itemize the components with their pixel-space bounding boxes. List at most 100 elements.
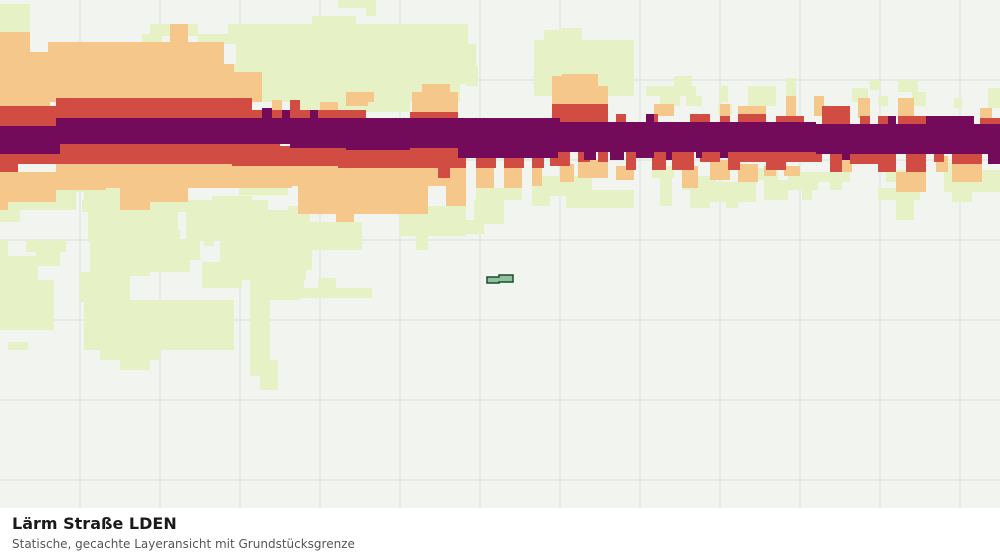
- noise-cell-medium: [814, 96, 824, 116]
- noise-cell-low: [898, 80, 918, 92]
- noise-cell-high: [672, 150, 694, 170]
- noise-cell-low: [8, 256, 38, 280]
- noise-cell-medium: [654, 104, 674, 116]
- noise-cell-high: [290, 100, 300, 112]
- noise-cell-low: [878, 96, 888, 106]
- noise-cell-low: [544, 30, 564, 42]
- noise-cell-very-high: [282, 110, 290, 122]
- noise-cell-low: [954, 98, 962, 108]
- noise-cell-medium: [56, 160, 106, 190]
- noise-cell-low: [764, 180, 788, 200]
- noise-map-canvas[interactable]: [0, 0, 1000, 508]
- noise-cell-low: [338, 0, 376, 8]
- map-caption: Lärm Straße LDEN Statische, gecachte Lay…: [0, 508, 1000, 560]
- noise-cell-low: [566, 190, 634, 208]
- noise-cell-medium: [504, 168, 522, 188]
- noise-cell-low: [690, 188, 710, 208]
- parcel-polygon[interactable]: [486, 274, 514, 284]
- layer-subtitle: Statische, gecachte Layeransicht mit Gru…: [12, 537, 355, 551]
- noise-cell-low: [158, 250, 190, 272]
- noise-cell-high: [0, 152, 18, 172]
- noise-cell-low: [0, 4, 30, 34]
- noise-cell-low: [896, 200, 914, 220]
- noise-cell-high: [626, 150, 636, 170]
- noise-cell-low: [288, 288, 372, 298]
- noise-cell-low: [786, 78, 796, 98]
- noise-cell-low: [150, 24, 170, 36]
- noise-cell-low: [212, 196, 252, 206]
- noise-cell-medium: [412, 92, 458, 112]
- noise-cell-high: [878, 150, 896, 172]
- noise-cell-low: [466, 66, 478, 86]
- noise-cell-low: [80, 272, 130, 302]
- noise-cell-low: [0, 280, 54, 330]
- noise-cell-very-high: [926, 116, 966, 128]
- noise-cell-medium: [48, 42, 224, 102]
- noise-cell-medium: [896, 172, 926, 192]
- noise-cell-low: [562, 28, 582, 40]
- noise-cell-very-high: [696, 150, 702, 158]
- noise-cell-very-high: [610, 150, 624, 160]
- noise-cell-high: [898, 116, 926, 126]
- noise-cell-medium: [234, 72, 262, 102]
- noise-cell-medium: [738, 106, 766, 116]
- noise-cell-very-high: [466, 148, 476, 156]
- noise-cell-medium: [150, 188, 188, 202]
- noise-cell-low: [818, 172, 850, 182]
- noise-cell-medium: [30, 52, 50, 112]
- noise-cell-low: [416, 230, 428, 250]
- noise-cell-high: [338, 146, 466, 168]
- parcel-boundary[interactable]: [486, 274, 514, 284]
- noise-cell-high: [830, 150, 842, 172]
- noise-cell-low: [952, 190, 972, 202]
- noise-cell-low: [228, 24, 468, 44]
- noise-cell-high: [906, 150, 926, 172]
- noise-cell-low: [8, 342, 28, 350]
- noise-cell-medium: [422, 84, 450, 96]
- noise-cell-low: [912, 92, 926, 106]
- noise-cell-low: [980, 170, 1000, 182]
- noise-cell-very-high: [346, 120, 410, 150]
- noise-cell-low: [318, 278, 336, 290]
- noise-cell-low: [830, 178, 842, 190]
- noise-cell-very-high: [822, 126, 852, 150]
- noise-cell-low: [88, 212, 178, 242]
- noise-cell-low: [660, 96, 680, 106]
- noise-cell-high: [652, 150, 666, 170]
- map-view[interactable]: [0, 0, 1000, 508]
- noise-cell-medium: [898, 98, 914, 118]
- noise-cell-very-high: [584, 150, 596, 160]
- noise-cell-low: [720, 86, 728, 102]
- noise-cell-low: [312, 16, 356, 26]
- noise-cell-medium: [682, 166, 698, 188]
- noise-cell-medium: [858, 98, 870, 118]
- noise-cell-very-high: [720, 150, 728, 158]
- noise-cell-high: [766, 150, 786, 170]
- noise-cell-high: [720, 116, 730, 126]
- noise-cell-medium: [562, 74, 598, 86]
- noise-cell-low: [660, 176, 672, 206]
- noise-cell-medium: [784, 166, 800, 176]
- noise-cell-very-high: [18, 140, 58, 148]
- noise-cell-high: [980, 118, 1000, 128]
- noise-cell-high: [598, 150, 608, 162]
- noise-cell-low: [288, 206, 304, 296]
- noise-cell-medium: [738, 164, 758, 182]
- noise-cell-low: [686, 96, 702, 106]
- noise-cell-very-high: [964, 116, 974, 128]
- noise-cell-low: [366, 0, 376, 16]
- noise-cell-low: [236, 44, 476, 64]
- noise-cell-low: [870, 80, 880, 90]
- noise-cell-low: [36, 252, 60, 266]
- noise-cell-low: [748, 86, 776, 106]
- noise-cell-low: [646, 86, 696, 96]
- noise-cell-low: [674, 76, 692, 88]
- noise-cell-very-high: [262, 108, 272, 118]
- noise-cell-low: [620, 48, 632, 58]
- noise-cell-medium: [596, 86, 608, 104]
- noise-cell-very-high: [646, 114, 654, 124]
- noise-cell-high: [784, 150, 822, 162]
- noise-cell-low: [726, 190, 738, 208]
- noise-cell-medium: [764, 166, 776, 176]
- noise-cell-low: [306, 222, 362, 250]
